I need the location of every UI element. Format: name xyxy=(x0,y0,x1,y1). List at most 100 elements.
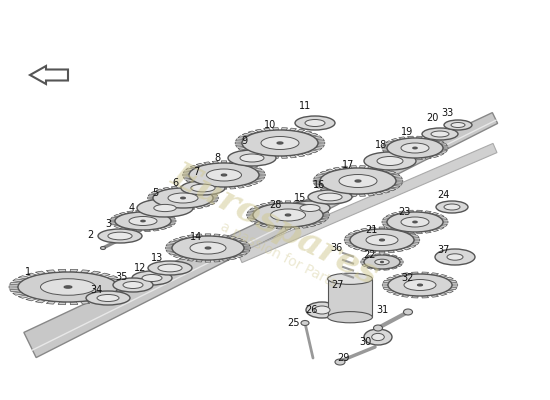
Polygon shape xyxy=(211,194,218,196)
Polygon shape xyxy=(168,241,177,244)
Polygon shape xyxy=(238,144,497,262)
Polygon shape xyxy=(118,286,127,288)
Polygon shape xyxy=(450,287,457,290)
Text: 35: 35 xyxy=(115,272,127,282)
Ellipse shape xyxy=(172,236,244,260)
Polygon shape xyxy=(317,145,324,147)
Polygon shape xyxy=(173,255,182,258)
Polygon shape xyxy=(190,166,198,168)
Polygon shape xyxy=(348,245,356,247)
Polygon shape xyxy=(10,282,20,285)
Ellipse shape xyxy=(189,163,259,187)
Polygon shape xyxy=(189,186,195,188)
Polygon shape xyxy=(318,208,326,210)
Polygon shape xyxy=(391,212,399,215)
Ellipse shape xyxy=(285,214,290,216)
Polygon shape xyxy=(243,250,250,252)
Polygon shape xyxy=(247,214,253,216)
Polygon shape xyxy=(392,174,400,176)
Polygon shape xyxy=(13,292,24,295)
Text: 2: 2 xyxy=(87,230,93,240)
Polygon shape xyxy=(255,154,263,157)
Text: 11: 11 xyxy=(299,101,311,111)
Polygon shape xyxy=(422,296,428,298)
Polygon shape xyxy=(345,236,352,238)
Polygon shape xyxy=(375,254,381,256)
Polygon shape xyxy=(112,292,123,295)
Polygon shape xyxy=(35,271,46,274)
Polygon shape xyxy=(318,220,326,222)
Text: 12: 12 xyxy=(134,263,146,273)
Polygon shape xyxy=(229,161,236,164)
Polygon shape xyxy=(452,284,458,286)
Polygon shape xyxy=(196,163,204,166)
Polygon shape xyxy=(387,277,395,280)
Polygon shape xyxy=(239,252,248,255)
Ellipse shape xyxy=(339,174,377,188)
Polygon shape xyxy=(222,258,229,261)
Ellipse shape xyxy=(444,204,460,210)
Polygon shape xyxy=(90,271,101,274)
Polygon shape xyxy=(342,193,349,196)
Polygon shape xyxy=(402,294,409,297)
Ellipse shape xyxy=(190,242,226,254)
Polygon shape xyxy=(18,295,30,298)
Polygon shape xyxy=(213,197,218,199)
Polygon shape xyxy=(422,272,428,274)
Polygon shape xyxy=(186,180,194,182)
Polygon shape xyxy=(314,136,322,138)
Polygon shape xyxy=(439,293,447,296)
Ellipse shape xyxy=(435,249,475,265)
Polygon shape xyxy=(367,193,375,196)
Polygon shape xyxy=(425,231,431,233)
Polygon shape xyxy=(111,223,117,225)
Text: 34: 34 xyxy=(90,285,102,295)
Ellipse shape xyxy=(240,154,264,162)
Ellipse shape xyxy=(447,254,463,260)
Polygon shape xyxy=(70,269,78,272)
Polygon shape xyxy=(441,150,447,152)
Polygon shape xyxy=(237,162,244,164)
Polygon shape xyxy=(367,267,373,269)
Polygon shape xyxy=(382,221,387,223)
Polygon shape xyxy=(437,153,444,155)
Polygon shape xyxy=(285,227,291,229)
Ellipse shape xyxy=(413,221,417,223)
Polygon shape xyxy=(173,238,182,241)
Polygon shape xyxy=(151,191,158,194)
Text: 23: 23 xyxy=(398,207,410,217)
Ellipse shape xyxy=(148,261,192,275)
Polygon shape xyxy=(163,206,170,209)
Polygon shape xyxy=(212,186,218,189)
Polygon shape xyxy=(58,302,66,305)
Polygon shape xyxy=(180,186,186,188)
Polygon shape xyxy=(234,238,243,241)
Ellipse shape xyxy=(191,184,215,192)
Ellipse shape xyxy=(314,306,330,314)
Polygon shape xyxy=(391,229,399,232)
Polygon shape xyxy=(179,257,188,260)
Text: 13: 13 xyxy=(151,253,163,263)
Ellipse shape xyxy=(301,320,309,326)
Polygon shape xyxy=(250,220,257,222)
Polygon shape xyxy=(326,190,334,193)
Polygon shape xyxy=(441,224,447,226)
Ellipse shape xyxy=(142,274,162,282)
Ellipse shape xyxy=(350,229,414,251)
Polygon shape xyxy=(353,230,361,233)
Ellipse shape xyxy=(404,280,436,290)
Polygon shape xyxy=(367,166,375,169)
Polygon shape xyxy=(309,133,318,136)
Polygon shape xyxy=(396,249,403,252)
Polygon shape xyxy=(362,264,367,266)
Polygon shape xyxy=(112,279,123,282)
Polygon shape xyxy=(402,273,409,276)
Polygon shape xyxy=(282,156,288,158)
Polygon shape xyxy=(248,131,256,134)
Text: 24: 24 xyxy=(437,190,449,200)
Text: 33: 33 xyxy=(441,108,453,118)
Ellipse shape xyxy=(387,212,443,232)
Polygon shape xyxy=(388,227,394,230)
Polygon shape xyxy=(237,186,244,188)
Polygon shape xyxy=(250,208,257,210)
